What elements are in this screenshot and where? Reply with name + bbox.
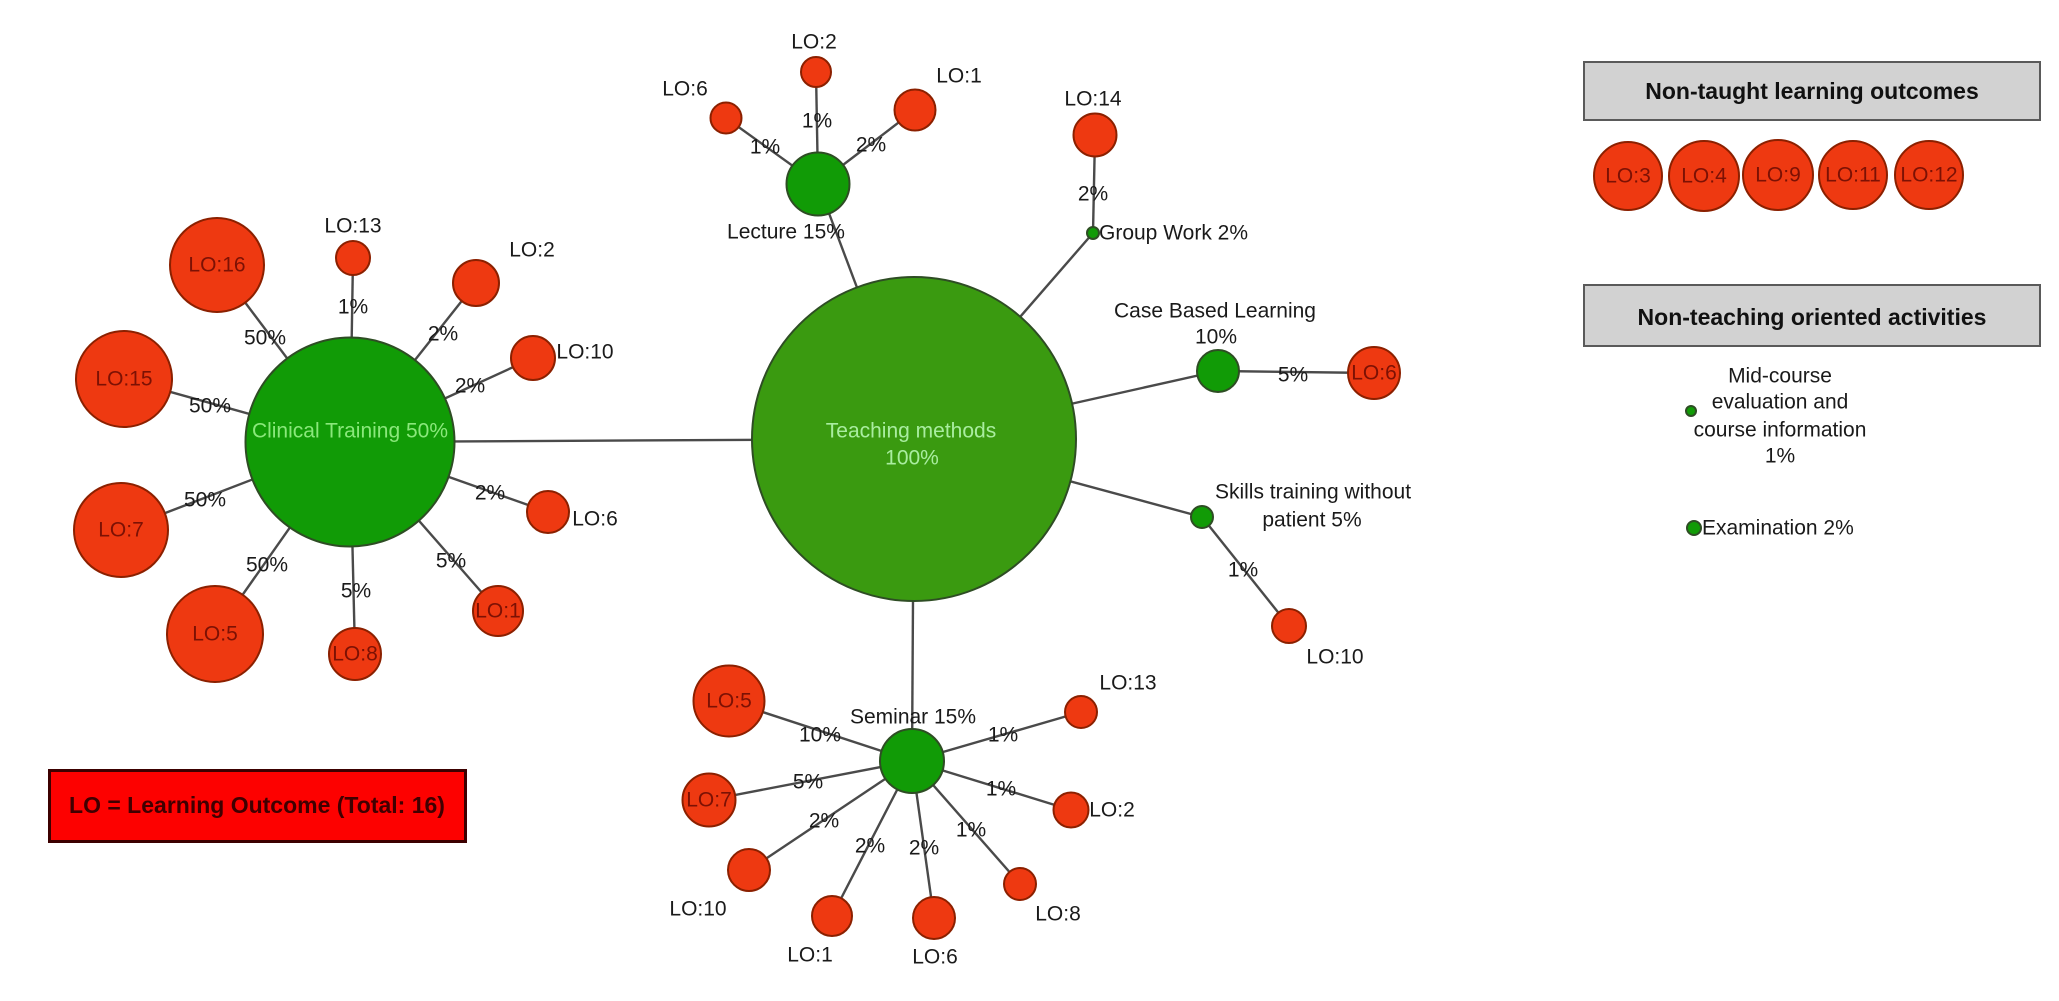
svg-text:LO:7: LO:7 — [98, 519, 144, 542]
svg-text:Skills training without: Skills training without — [1215, 481, 1411, 504]
svg-text:5%: 5% — [341, 580, 371, 603]
svg-text:5%: 5% — [1278, 364, 1308, 387]
svg-text:LO:10: LO:10 — [1306, 646, 1363, 669]
svg-text:LO:9: LO:9 — [1755, 164, 1801, 187]
svg-text:Lecture 15%: Lecture 15% — [727, 221, 845, 244]
svg-text:LO:6: LO:6 — [1351, 362, 1397, 385]
svg-text:Teaching methods: Teaching methods — [826, 420, 996, 443]
svg-text:LO:16: LO:16 — [188, 254, 245, 277]
svg-text:LO:6: LO:6 — [572, 508, 618, 531]
svg-text:5%: 5% — [436, 550, 466, 573]
svg-text:50%: 50% — [246, 554, 288, 577]
svg-text:2%: 2% — [1078, 183, 1108, 206]
svg-text:LO:8: LO:8 — [332, 643, 378, 666]
svg-text:LO:3: LO:3 — [1605, 165, 1651, 188]
svg-text:100%: 100% — [885, 447, 939, 470]
svg-text:LO:1: LO:1 — [787, 944, 833, 967]
svg-text:patient 5%: patient 5% — [1262, 509, 1361, 532]
svg-text:LO:1: LO:1 — [936, 65, 982, 88]
svg-text:LO:2: LO:2 — [791, 31, 837, 54]
svg-text:50%: 50% — [189, 395, 231, 418]
svg-text:2%: 2% — [809, 810, 839, 833]
svg-text:2%: 2% — [855, 835, 885, 858]
svg-text:LO:4: LO:4 — [1681, 165, 1727, 188]
svg-text:2%: 2% — [428, 323, 458, 346]
svg-text:5%: 5% — [793, 771, 823, 794]
svg-text:2%: 2% — [475, 482, 505, 505]
svg-text:1%: 1% — [988, 724, 1018, 747]
svg-text:2%: 2% — [856, 134, 886, 157]
svg-text:10%: 10% — [799, 724, 841, 747]
svg-text:LO:6: LO:6 — [912, 946, 958, 969]
svg-text:Non-teaching oriented activiti: Non-teaching oriented activities — [1638, 304, 1987, 330]
svg-text:LO:10: LO:10 — [669, 898, 726, 921]
svg-text:LO:2: LO:2 — [509, 239, 555, 262]
svg-text:LO:15: LO:15 — [95, 368, 152, 391]
svg-text:LO:11: LO:11 — [1825, 164, 1881, 187]
svg-text:1%: 1% — [802, 110, 832, 133]
svg-text:Case Based Learning: Case Based Learning — [1114, 300, 1316, 323]
svg-text:course information: course information — [1694, 419, 1867, 442]
svg-text:LO:13: LO:13 — [324, 215, 381, 238]
svg-text:LO:6: LO:6 — [662, 78, 708, 101]
svg-text:LO:13: LO:13 — [1099, 672, 1156, 695]
svg-text:Group Work 2%: Group Work 2% — [1099, 222, 1248, 245]
svg-text:Non-taught learning outcomes: Non-taught learning outcomes — [1645, 78, 1979, 104]
svg-text:Clinical Training 50%: Clinical Training 50% — [252, 420, 448, 443]
svg-text:LO:5: LO:5 — [192, 623, 238, 646]
svg-text:LO:2: LO:2 — [1089, 799, 1135, 822]
svg-text:LO:12: LO:12 — [1900, 164, 1957, 187]
svg-text:50%: 50% — [244, 327, 286, 350]
svg-text:1%: 1% — [750, 136, 780, 159]
svg-text:2%: 2% — [909, 837, 939, 860]
svg-text:LO:10: LO:10 — [556, 341, 613, 364]
svg-text:1%: 1% — [338, 296, 368, 319]
svg-text:10%: 10% — [1195, 326, 1237, 349]
svg-text:Seminar 15%: Seminar 15% — [850, 706, 976, 729]
svg-text:LO:5: LO:5 — [706, 690, 752, 713]
svg-text:1%: 1% — [1765, 445, 1795, 468]
svg-text:Examination 2%: Examination 2% — [1702, 517, 1854, 540]
svg-text:Mid-course: Mid-course — [1728, 365, 1832, 388]
svg-text:evaluation and: evaluation and — [1712, 391, 1849, 414]
svg-text:LO = Learning Outcome (Total:: LO = Learning Outcome (Total: 16) — [69, 792, 445, 818]
svg-text:50%: 50% — [184, 489, 226, 512]
svg-text:2%: 2% — [455, 375, 485, 398]
svg-text:LO:7: LO:7 — [686, 789, 732, 812]
svg-text:1%: 1% — [986, 778, 1016, 801]
svg-text:1%: 1% — [956, 819, 986, 842]
svg-text:LO:8: LO:8 — [1035, 903, 1081, 926]
svg-text:LO:14: LO:14 — [1064, 88, 1122, 111]
svg-text:1%: 1% — [1228, 559, 1258, 582]
svg-text:LO:1: LO:1 — [475, 600, 521, 623]
